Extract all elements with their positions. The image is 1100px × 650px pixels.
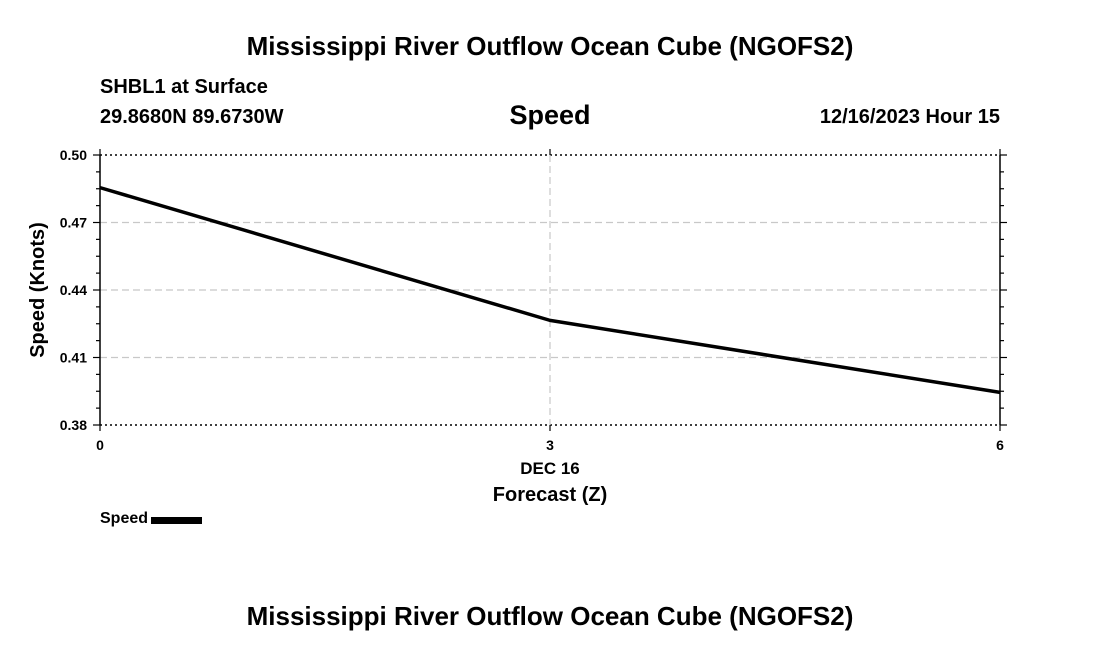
y-tick-label: 0.44 xyxy=(60,282,87,298)
coordinates-label: 29.8680N 89.6730W xyxy=(100,106,284,128)
y-axis-label: Speed (Knots) xyxy=(27,222,49,358)
series-lines xyxy=(99,185,1001,395)
chart-title: Mississippi River Outflow Ocean Cube (NG… xyxy=(246,31,854,61)
axis-ticks xyxy=(93,149,1007,431)
y-tick-label: 0.41 xyxy=(60,350,87,366)
x-date-label: DEC 16 xyxy=(520,459,580,478)
series-line-speed xyxy=(99,185,1001,395)
x-tick-label: 0 xyxy=(96,437,104,453)
x-tick-label: 3 xyxy=(546,437,554,453)
chart-subtitle: Speed xyxy=(509,100,591,130)
y-tick-label: 0.38 xyxy=(60,417,87,433)
legend-swatch xyxy=(151,516,203,524)
footer-title: Mississippi River Outflow Ocean Cube (NG… xyxy=(246,601,854,631)
datetime-label: 12/16/2023 Hour 15 xyxy=(819,106,1000,128)
legend: Speed xyxy=(100,510,203,528)
axis-labels: 0.38 0.41 0.44 0.47 0.50 0 3 6 DEC 16 Forecast (Z… xyxy=(27,147,1004,506)
legend-label: Speed xyxy=(100,510,149,527)
station-label: SHBL1 at Surface xyxy=(100,76,268,98)
x-tick-label: 6 xyxy=(996,437,1004,453)
x-axis-label: Forecast (Z) xyxy=(493,484,607,506)
grid-lines xyxy=(100,154,1000,426)
y-tick-label: 0.47 xyxy=(60,215,87,231)
y-tick-label: 0.50 xyxy=(60,147,87,163)
